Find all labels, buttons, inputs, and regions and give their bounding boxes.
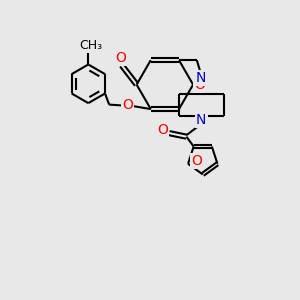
Text: N: N	[196, 71, 206, 85]
Text: CH₃: CH₃	[80, 39, 103, 52]
Text: O: O	[115, 51, 126, 65]
Text: N: N	[196, 113, 206, 127]
Text: O: O	[191, 154, 202, 168]
Text: O: O	[157, 123, 168, 137]
Text: O: O	[194, 78, 205, 92]
Text: O: O	[122, 98, 133, 112]
